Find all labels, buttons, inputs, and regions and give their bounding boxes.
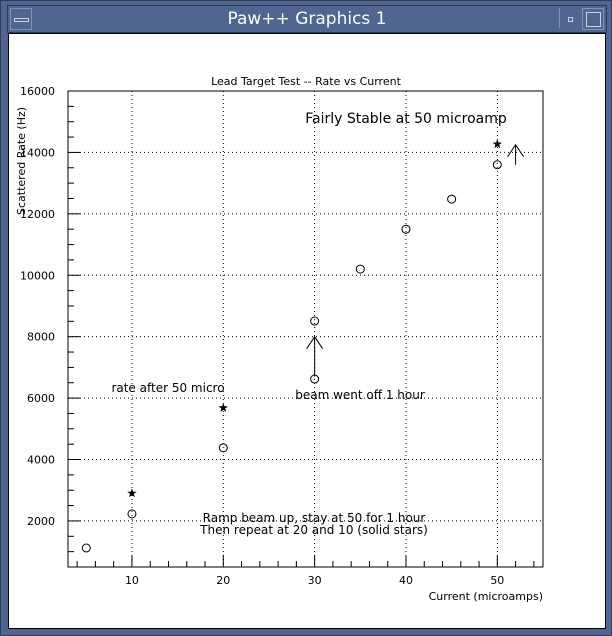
chart-title: Lead Target Test -- Rate vs Current — [211, 75, 402, 88]
graphics-canvas — [8, 33, 606, 629]
data-point-star — [127, 488, 137, 498]
y-tick-label: 4000 — [27, 454, 55, 467]
y-tick-label: 14000 — [20, 146, 55, 159]
window-menu-button[interactable] — [10, 8, 32, 30]
maximize-button[interactable] — [582, 8, 604, 30]
y-tick-label: 8000 — [27, 331, 55, 344]
annotation-ramp: Ramp beam up, stay at 50 for 1 hour — [203, 511, 426, 525]
minimize-button[interactable] — [559, 8, 580, 28]
annotation-rate-after: rate after 50 micro — [111, 381, 224, 395]
y-tick-label: 10000 — [20, 269, 55, 282]
x-axis-label: Current (microamps) — [429, 590, 543, 603]
data-point-circle — [447, 194, 457, 204]
data-point-circle — [218, 443, 228, 453]
data-point-circle — [492, 160, 502, 170]
data-point-star — [492, 139, 503, 149]
data-point-circle — [355, 264, 365, 274]
y-tick-label: 12000 — [20, 208, 55, 221]
x-tick-label: 50 — [490, 574, 504, 587]
plot-frame — [67, 90, 544, 568]
x-tick-label: 40 — [399, 574, 413, 587]
x-tick-label: 30 — [308, 574, 322, 587]
y-tick-label: 6000 — [27, 392, 55, 405]
minimize-icon — [568, 17, 573, 22]
x-tick-label: 10 — [125, 574, 139, 587]
y-axis-label: Scattered Rate (Hz) — [15, 107, 28, 215]
y-tick-label: 2000 — [27, 515, 55, 528]
annotation-repeat: Then repeat at 20 and 10 (solid stars) — [199, 523, 428, 537]
window-title: Paw++ Graphics 1 — [227, 9, 387, 29]
y-tick-label: 16000 — [20, 85, 55, 98]
maximize-icon — [586, 12, 601, 27]
data-point-circle — [81, 543, 91, 553]
data-point-circle — [401, 224, 411, 234]
arrow-head — [306, 335, 324, 349]
title-bar[interactable]: Paw++ Graphics 1 — [7, 5, 607, 33]
arrow-head — [507, 143, 525, 158]
data-point-circle — [127, 509, 137, 519]
window-menu-icon — [14, 18, 29, 22]
data-point-circle — [310, 316, 320, 326]
data-point-star — [218, 402, 228, 412]
x-tick-label: 20 — [216, 574, 230, 587]
